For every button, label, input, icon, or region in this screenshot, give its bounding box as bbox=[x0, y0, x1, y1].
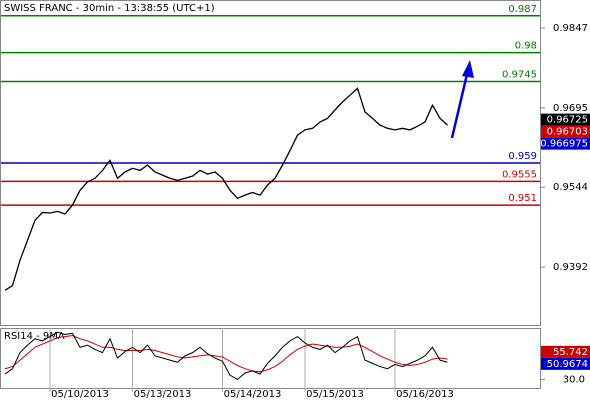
rsi-tag bbox=[541, 357, 590, 370]
price-tag bbox=[541, 137, 590, 150]
forecast-arrow bbox=[450, 69, 470, 139]
level-label: 0.98 bbox=[515, 41, 537, 52]
level-label: 0.959 bbox=[508, 151, 537, 162]
x-tick-label: 05/15/2013 bbox=[306, 389, 364, 400]
x-tick-label: 05/16/2013 bbox=[396, 389, 454, 400]
rsi-tag bbox=[541, 345, 590, 358]
arrow-head bbox=[462, 60, 474, 78]
y-tick-label: 0.9695 bbox=[553, 103, 588, 114]
y-tick-label: 30.0 bbox=[563, 374, 585, 385]
x-tick-label: 05/14/2013 bbox=[224, 389, 282, 400]
rsi-ma-line bbox=[4, 334, 448, 373]
chart-title: SWISS FRANC - 30min - 13:38:55 (UTC+1) bbox=[4, 3, 215, 14]
level-label: 0.951 bbox=[508, 193, 537, 204]
y-tick-label: 0.9392 bbox=[553, 262, 588, 273]
y-tick-label: 0.9544 bbox=[553, 182, 588, 193]
level-label: 0.9745 bbox=[502, 70, 537, 81]
level-label: 0.9555 bbox=[502, 169, 537, 180]
price-tag-label: 0.96703 bbox=[547, 127, 588, 138]
rsi-tag-label: 55.742 bbox=[553, 347, 588, 358]
y-tick-label: 0.9847 bbox=[553, 23, 588, 34]
price-tag bbox=[541, 125, 590, 138]
rsi-tag-label: 50.9674 bbox=[547, 359, 588, 370]
price-tag-label: 0.966975 bbox=[540, 139, 588, 150]
x-tick-label: 05/10/2013 bbox=[51, 389, 109, 400]
price-tag bbox=[541, 113, 590, 126]
level-label: 0.987 bbox=[508, 4, 537, 15]
rsi-line bbox=[4, 331, 448, 381]
rsi-title: RSI14 - 9MA bbox=[4, 331, 65, 342]
x-tick-label: 05/13/2013 bbox=[134, 389, 192, 400]
price-panel bbox=[0, 0, 541, 326]
price-tag-label: 0.96725 bbox=[547, 115, 588, 126]
rsi-panel bbox=[0, 328, 541, 389]
price-line bbox=[4, 87, 448, 291]
